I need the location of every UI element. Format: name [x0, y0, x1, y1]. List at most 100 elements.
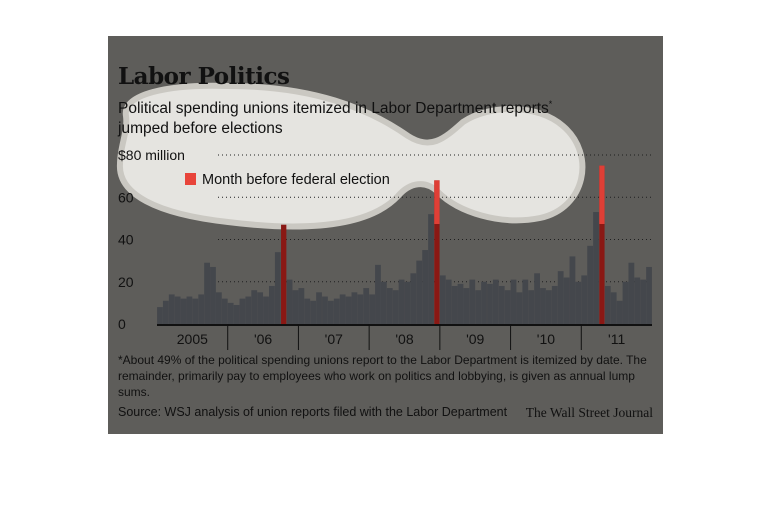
bar	[451, 285, 458, 324]
bar	[439, 275, 446, 324]
bar	[593, 212, 599, 324]
subtitle-line1: Political spending unions itemized in La…	[118, 100, 549, 118]
highlight-cloud	[116, 82, 586, 230]
footnote: *About 49% of the political spending uni…	[118, 353, 647, 399]
election-bar	[281, 224, 287, 324]
bar	[410, 273, 417, 324]
bar	[398, 279, 405, 324]
y-tick-label: 40	[118, 232, 134, 248]
x-tick-label: 2005	[177, 331, 208, 347]
legend-label: Month before federal election	[202, 172, 390, 188]
chart-panel: 2005 '06 '07 '08 '09 '10 '11 0 20 40 60 $80 millio…	[108, 36, 663, 434]
bar	[428, 214, 434, 324]
election-bar	[434, 180, 440, 324]
bar	[257, 292, 264, 324]
bar	[157, 307, 163, 324]
bar	[475, 290, 482, 324]
bar	[622, 281, 629, 324]
chart-subtitle: Political spending unions itemized in La…	[118, 94, 638, 139]
x-axis: 2005 '06 '07 '08 '09 '10 '11	[157, 324, 652, 350]
bar	[357, 294, 364, 324]
bar	[581, 275, 588, 324]
bar	[457, 283, 464, 324]
bar	[445, 279, 452, 324]
bar	[463, 288, 470, 324]
bar	[563, 277, 570, 324]
y-tick-label: 20	[118, 274, 134, 290]
bar	[487, 283, 493, 324]
bar	[180, 298, 187, 324]
bar	[251, 290, 258, 324]
y-tick-label: 60	[118, 189, 134, 205]
bar	[510, 279, 517, 324]
bar	[162, 300, 169, 324]
bar	[557, 271, 564, 324]
bar	[215, 292, 222, 324]
y-tick-label: $80 million	[118, 147, 185, 163]
bar	[210, 266, 216, 324]
bar	[233, 304, 240, 324]
x-tick-label: '09	[466, 331, 484, 347]
bar	[516, 292, 523, 324]
bar	[263, 296, 269, 324]
bar	[345, 296, 352, 324]
bar	[540, 288, 546, 324]
bar	[239, 298, 246, 324]
bar	[298, 288, 305, 324]
bar	[504, 290, 511, 324]
bar	[245, 296, 252, 324]
bar	[404, 281, 411, 324]
bar	[380, 281, 387, 324]
x-tick-label: '08	[395, 331, 413, 347]
bar	[221, 298, 228, 324]
election-bar	[599, 165, 605, 324]
bar	[416, 260, 423, 324]
bar	[634, 277, 641, 324]
bar	[610, 292, 617, 324]
bar	[469, 279, 476, 324]
chart-canvas: 2005 '06 '07 '08 '09 '10 '11 0 20 40 60 $80 millio…	[116, 82, 652, 350]
bar	[274, 252, 281, 324]
bar	[616, 300, 623, 324]
bar	[587, 245, 594, 324]
bar	[628, 262, 635, 324]
source-note: Source: WSJ analysis of union reports fi…	[118, 405, 508, 419]
x-tick-label: '07	[325, 331, 343, 347]
chart-title: Labor Politics	[118, 63, 290, 90]
bar	[575, 281, 582, 324]
bar	[322, 296, 328, 324]
bar	[304, 298, 311, 324]
bar	[422, 250, 429, 324]
bar	[545, 290, 552, 324]
x-tick-label: '11	[608, 331, 625, 347]
bar	[351, 292, 358, 324]
bar	[168, 294, 175, 324]
bar	[369, 294, 375, 324]
bar	[286, 279, 293, 324]
subtitle-footnote-mark: *	[548, 99, 553, 109]
bar	[522, 279, 529, 324]
bar	[192, 298, 199, 324]
bar	[363, 288, 370, 324]
election-bar-highlight	[599, 165, 605, 224]
legend-swatch	[185, 173, 196, 185]
bar	[292, 290, 299, 324]
publisher-credit: The Wall Street Journal	[525, 405, 653, 420]
bar	[551, 285, 558, 324]
highlight-cloud-shape	[116, 82, 586, 230]
bar	[386, 288, 393, 324]
bars	[157, 165, 652, 324]
bar	[333, 298, 340, 324]
bar	[269, 285, 275, 324]
bar	[186, 296, 193, 324]
election-bar-highlight	[434, 180, 440, 224]
x-tick-label: '06	[254, 331, 272, 347]
y-tick-labels: 0 20 40 60 $80 million	[118, 147, 185, 332]
bar	[375, 264, 381, 324]
bar	[392, 290, 399, 324]
bar	[327, 300, 334, 324]
bar	[310, 300, 317, 324]
x-axis-line	[157, 324, 652, 326]
bar	[174, 296, 181, 324]
bar	[339, 294, 346, 324]
